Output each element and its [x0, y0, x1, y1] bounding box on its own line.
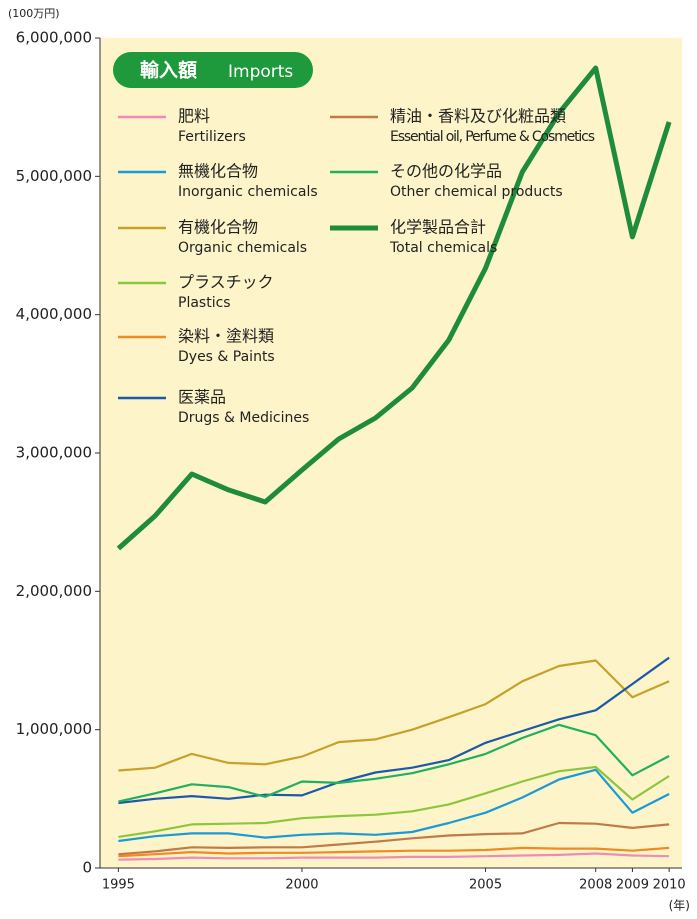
y-tick-label: 3,000,000 [16, 444, 92, 462]
legend-label: 染料・塗料類 [178, 327, 274, 346]
legend-title-en: Imports [228, 62, 293, 82]
unit-label: (100万円) [8, 7, 60, 20]
series-line [118, 846, 670, 858]
legend-label-en: Fertilizers [178, 129, 246, 145]
x-tick-label: 2010 [653, 878, 686, 893]
legend-label: 精油・香料及び化粧品類 [390, 107, 566, 126]
legend-label: 化学製品合計 [390, 218, 486, 237]
x-tick-label: 2005 [469, 878, 502, 893]
y-tick-label: 1,000,000 [16, 720, 92, 738]
y-tick-label: 4,000,000 [16, 305, 92, 323]
x-tick-label: 2009 [616, 878, 649, 893]
series-line [118, 765, 670, 838]
plot-background [100, 38, 682, 868]
legend-label: プラスチック [178, 273, 274, 292]
legend-label-en: Organic chemicals [178, 240, 307, 256]
legend-label-en: Essential oil, Perfume & Cosmetics [390, 129, 595, 145]
series-line [118, 656, 670, 805]
series-line [118, 723, 670, 803]
series-line [118, 768, 670, 843]
x-tick-label: 1995 [102, 878, 135, 893]
legend-label: 有機化合物 [178, 218, 258, 237]
series-line [118, 852, 670, 861]
legend-label-en: Dyes & Paints [178, 349, 275, 365]
x-tick-label: 2008 [579, 878, 612, 893]
series-line [116, 65, 672, 551]
legend-label: その他の化学品 [390, 162, 502, 181]
y-tick-label: 6,000,000 [16, 29, 92, 47]
legend-label-en: Drugs & Medicines [178, 410, 309, 426]
y-tick-label: 5,000,000 [16, 167, 92, 185]
series-line [118, 659, 670, 772]
series-line [118, 821, 670, 856]
legend-label: 医薬品 [178, 388, 226, 407]
legend-label-en: Inorganic chemicals [178, 184, 318, 200]
y-tick-label: 0 [82, 859, 92, 877]
legend-label: 無機化合物 [178, 162, 258, 181]
legend-title-pill [113, 52, 313, 88]
x-unit-label: (年) [669, 899, 690, 913]
legend-label-en: Plastics [178, 295, 231, 311]
y-tick-label: 2,000,000 [16, 582, 92, 600]
x-tick-label: 2000 [285, 878, 318, 893]
legend-label-en: Total chemicals [389, 240, 497, 256]
legend-label: 肥料 [178, 107, 210, 126]
legend-title: 輸入額 [140, 59, 197, 82]
legend-label-en: Other chemical products [390, 184, 563, 200]
